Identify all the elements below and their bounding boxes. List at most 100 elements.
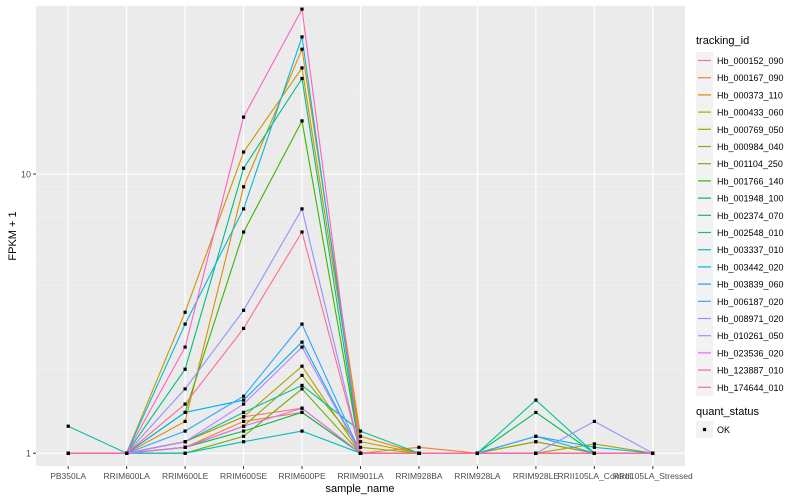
data-point (242, 185, 246, 189)
legend-label: Hb_123887_010 (717, 366, 784, 376)
data-point (534, 410, 538, 414)
data-point (242, 419, 246, 423)
legend-label: Hb_003337_010 (717, 245, 784, 255)
legend-label: Hb_008971_020 (717, 314, 784, 324)
legend-shape-swatch (702, 427, 707, 432)
data-point (66, 451, 70, 455)
data-point (183, 345, 187, 349)
y-tick-label: 1 (26, 449, 31, 459)
data-point (300, 364, 304, 368)
y-axis: 1 10 (21, 170, 36, 459)
x-tick-label: RRIM928BA (395, 471, 443, 481)
data-point (183, 402, 187, 406)
legend-label: Hb_000984_040 (717, 142, 784, 152)
data-point (417, 445, 421, 449)
data-point (183, 440, 187, 444)
data-point (300, 383, 304, 387)
data-point (300, 35, 304, 39)
data-point (358, 445, 363, 449)
legend-label: Hb_001766_140 (717, 176, 784, 186)
data-points (66, 7, 655, 455)
x-tick-label: RRIM901LA (337, 471, 384, 481)
legend-label: Hb_000167_090 (717, 73, 784, 83)
data-point (300, 119, 304, 123)
data-point (183, 419, 187, 423)
legend-shape-items: OK (696, 421, 730, 438)
legend: tracking_id Hb_000152_090 Hb_000167_090 Hb… (696, 35, 784, 438)
data-point (242, 415, 246, 419)
legend-label: Hb_000152_090 (717, 56, 784, 66)
legend-label: Hb_003442_020 (717, 262, 784, 272)
data-point (242, 207, 246, 211)
legend-title: tracking_id (696, 35, 749, 47)
data-point (125, 451, 129, 455)
data-point (183, 310, 187, 314)
legend-shape-label: OK (717, 425, 730, 435)
legend-label: Hb_023536_020 (717, 348, 784, 358)
legend-label: Hb_010261_050 (717, 331, 784, 341)
legend-label: Hb_002548_010 (717, 228, 784, 238)
data-point (242, 150, 246, 154)
data-point (358, 440, 363, 444)
data-point (300, 429, 304, 433)
data-point (300, 76, 304, 81)
data-point (183, 367, 187, 371)
data-point (183, 322, 187, 326)
data-point (183, 429, 187, 433)
data-point (242, 308, 246, 312)
data-point (183, 445, 187, 449)
legend-label: Hb_001104_250 (717, 159, 783, 169)
x-tick-label: PB350LA (50, 471, 86, 481)
data-point (242, 434, 246, 438)
legend-label: Hb_174644_010 (717, 383, 784, 393)
x-tick-label: RRII105LA_Stressed (613, 471, 693, 481)
legend-shape-title: quant_status (696, 406, 759, 418)
data-point (66, 424, 70, 428)
legend-label: Hb_000433_060 (717, 108, 784, 118)
data-point (417, 451, 421, 455)
data-point (475, 451, 479, 455)
data-point (242, 398, 246, 402)
data-point (242, 402, 246, 406)
legend-label: Hb_001948_100 (717, 194, 784, 204)
x-tick-label: RRII105LA_Control (558, 471, 632, 481)
data-point (300, 66, 304, 70)
x-tick-label: RRIM928LA (454, 471, 501, 481)
x-axis-title: sample_name (325, 483, 394, 495)
x-tick-label: RRIM600SE (220, 471, 268, 481)
x-tick-label: RRIM600PE (278, 471, 326, 481)
data-point (534, 434, 538, 438)
data-point (300, 373, 304, 377)
data-point (300, 406, 304, 410)
data-point (242, 326, 246, 330)
data-point (242, 410, 246, 414)
data-point (300, 322, 304, 326)
data-point (534, 440, 538, 444)
data-point (183, 410, 187, 414)
legend-label: Hb_006187_020 (717, 297, 784, 307)
data-point (358, 434, 363, 438)
data-point (242, 166, 246, 170)
data-point (300, 387, 304, 391)
data-point (300, 410, 304, 414)
data-point (242, 230, 246, 234)
data-point (242, 424, 246, 428)
data-point (358, 451, 363, 455)
data-point (300, 7, 304, 11)
data-point (300, 345, 304, 349)
data-point (534, 451, 538, 455)
data-point (242, 394, 246, 398)
data-point (592, 451, 596, 455)
legend-label: Hb_000373_110 (717, 90, 783, 100)
data-point (534, 398, 538, 402)
data-point (183, 387, 187, 391)
data-point (242, 115, 246, 119)
y-tick-label: 10 (21, 170, 31, 180)
x-axis: PB350LA RRIM600LA RRIM600LE RRIM600SE RRIM60… (50, 466, 693, 481)
data-point (242, 429, 246, 433)
data-point (300, 207, 304, 211)
x-tick-label: RRIM600LE (162, 471, 209, 481)
data-point (300, 47, 304, 51)
data-point (300, 340, 304, 344)
